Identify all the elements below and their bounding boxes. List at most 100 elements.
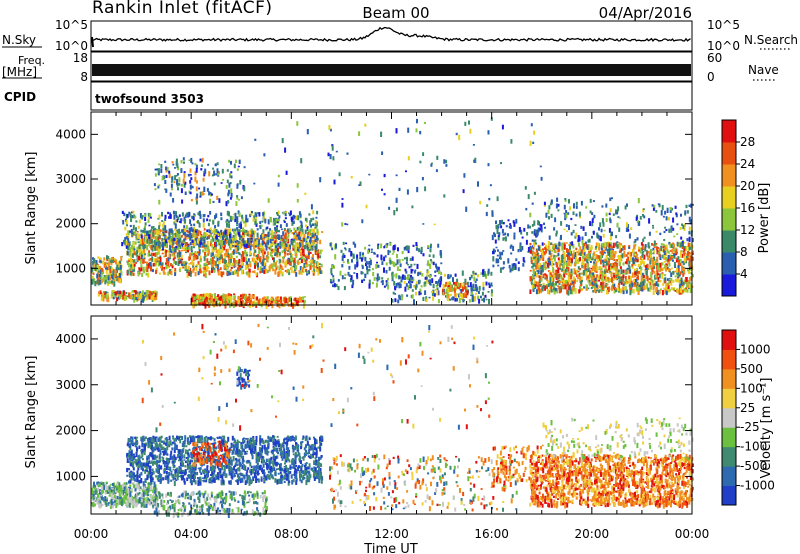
echo-cell: [663, 239, 666, 242]
echo-cell: [609, 278, 612, 282]
echo-cell: [292, 298, 295, 301]
echo-cell: [176, 173, 179, 176]
echo-cell: [397, 282, 399, 286]
echo-cell: [671, 256, 674, 259]
echo-cell: [225, 252, 228, 257]
echo-cell: [649, 280, 652, 283]
echo-cell: [299, 254, 302, 257]
echo-cell: [302, 269, 305, 272]
echo-cell: [248, 293, 251, 296]
echo-cell: [182, 228, 185, 231]
echo-cell: [561, 254, 564, 260]
echo-cell: [606, 283, 609, 286]
echo-cell: [132, 242, 135, 245]
echo-cell: [197, 212, 200, 216]
echo-cell: [568, 253, 571, 256]
echo-cell: [207, 295, 210, 301]
echo-cell: [110, 257, 113, 261]
echo-cell: [432, 261, 435, 266]
echo-cell: [581, 265, 584, 269]
echo-cell: [651, 279, 654, 283]
echo-cell: [293, 245, 296, 249]
echo-cell: [316, 210, 319, 215]
echo-cell: [310, 228, 313, 232]
echo-cell: [404, 257, 406, 260]
echo-cell: [650, 257, 653, 262]
echo-cell: [413, 263, 416, 266]
echo-cell: [111, 275, 114, 280]
echo-cell: [554, 217, 557, 223]
echo-cell: [492, 248, 495, 251]
echo-cell: [530, 256, 533, 260]
echo-cell: [400, 279, 403, 283]
echo-cell: [646, 275, 649, 282]
echo-cell: [291, 257, 294, 263]
noise-search-label: N.Search: [744, 33, 798, 47]
echo-cell: [143, 245, 146, 248]
echo-cell: [135, 252, 138, 255]
echo-cell: [615, 277, 618, 280]
echo-cell: [212, 167, 215, 170]
freq-unit-label: [MHz]: [2, 65, 37, 79]
echo-cell: [218, 254, 221, 261]
echo-cell: [296, 302, 299, 306]
echo-cell: [372, 268, 374, 271]
echo-cell: [95, 260, 98, 265]
echo-cell: [593, 280, 596, 284]
echo-cell: [669, 277, 671, 280]
echo-cell: [431, 278, 434, 284]
echo-cell: [172, 198, 175, 203]
echo-cell: [406, 245, 409, 250]
echo-cell: [641, 258, 644, 264]
echo-cell: [531, 279, 533, 282]
echo-cell: [127, 245, 130, 250]
echo-cell: [405, 270, 408, 274]
echo-cell: [312, 272, 315, 276]
echo-cell: [586, 245, 589, 250]
echo-cell: [228, 159, 231, 163]
echo-cell: [200, 164, 203, 167]
echo-cell: [167, 256, 170, 263]
echo-cell: [263, 261, 265, 266]
echo-cell: [439, 277, 442, 282]
echo-cell: [119, 268, 122, 272]
echo-cell: [271, 234, 274, 237]
noise-left-tick-top: 10^5: [55, 18, 88, 32]
echo-cell: [638, 249, 640, 252]
echo-cell: [662, 267, 665, 271]
echo-cell: [192, 233, 195, 237]
echo-cell: [412, 277, 415, 282]
echo-cell: [287, 298, 290, 303]
echo-cell: [677, 262, 680, 267]
echo-cell: [211, 193, 213, 196]
echo-cell: [679, 280, 682, 284]
echo-cell: [195, 256, 198, 259]
echo-cell: [129, 292, 132, 294]
echo-cell: [439, 250, 442, 256]
echo-cell: [452, 296, 455, 301]
echo-cell: [211, 245, 214, 248]
echo-cell: [410, 263, 413, 268]
echo-cell: [598, 290, 600, 293]
echo-cell: [626, 258, 628, 264]
echo-cell: [332, 279, 335, 283]
echo-cell: [595, 282, 598, 286]
echo-cell: [148, 258, 151, 262]
echo-cell: [625, 289, 628, 294]
echo-cell: [380, 243, 383, 249]
echo-cell: [447, 293, 450, 299]
echo-cell: [267, 240, 270, 245]
echo-cell: [290, 253, 293, 258]
echo-cell: [641, 255, 644, 258]
echo-cell: [280, 235, 283, 239]
echo-cell: [226, 238, 229, 243]
echo-cell: [414, 285, 417, 290]
echo-cell: [169, 214, 172, 219]
echo-cell: [183, 161, 185, 164]
echo-cell: [619, 278, 621, 281]
echo-cell: [274, 262, 277, 267]
echo-cell: [396, 253, 398, 259]
echo-cell: [214, 164, 217, 166]
echo-cell: [640, 266, 643, 271]
echo-cell: [560, 274, 563, 280]
